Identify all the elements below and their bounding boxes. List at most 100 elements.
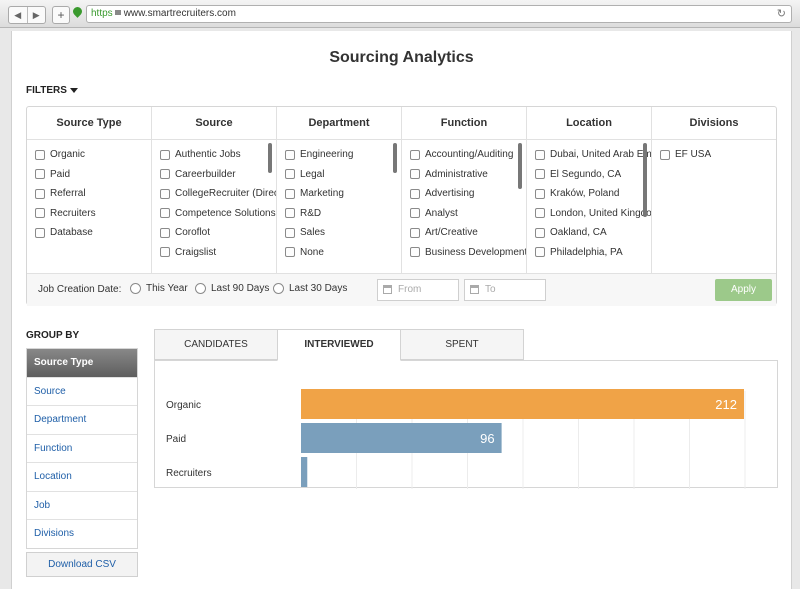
tab-spent[interactable]: SPENT: [400, 329, 524, 360]
column-scrollbar[interactable]: [518, 143, 522, 189]
checkbox[interactable]: [410, 247, 420, 258]
column-scrollbar[interactable]: [268, 143, 272, 173]
radio-circle[interactable]: [273, 283, 284, 294]
filter-option[interactable]: Legal: [277, 165, 401, 185]
checkbox[interactable]: [285, 247, 295, 258]
checkbox[interactable]: [535, 188, 545, 199]
group-by-item[interactable]: Job: [27, 490, 137, 519]
filter-option[interactable]: EF USA: [652, 145, 776, 165]
filter-option[interactable]: Recruiters: [27, 204, 151, 224]
filter-option[interactable]: Craigslist: [152, 243, 276, 263]
filter-option[interactable]: Coroflot: [152, 223, 276, 243]
bar[interactable]: [301, 423, 502, 453]
filter-option[interactable]: Marketing: [277, 184, 401, 204]
checkbox[interactable]: [35, 169, 45, 180]
checkbox[interactable]: [410, 188, 420, 199]
checkbox[interactable]: [660, 149, 670, 160]
filter-option[interactable]: Accounting/Auditing: [402, 145, 526, 165]
column-scrollbar[interactable]: [643, 143, 647, 217]
group-by-item[interactable]: Function: [27, 433, 137, 462]
filter-option[interactable]: London, United Kingdo: [527, 204, 651, 224]
filter-option[interactable]: Business Development: [402, 243, 526, 263]
checkbox[interactable]: [535, 247, 545, 258]
checkbox[interactable]: [35, 188, 45, 199]
checkbox[interactable]: [535, 227, 545, 238]
group-by-item[interactable]: Department: [27, 405, 137, 434]
data-label: 212: [715, 397, 737, 412]
checkbox[interactable]: [160, 247, 170, 258]
checkbox[interactable]: [35, 227, 45, 238]
back-icon[interactable]: ◀: [9, 7, 28, 23]
checkbox[interactable]: [160, 149, 170, 160]
radio-this-year[interactable]: This Year: [130, 283, 188, 294]
filter-option[interactable]: None: [277, 243, 401, 263]
column-scrollbar[interactable]: [393, 143, 397, 173]
checkbox[interactable]: [285, 188, 295, 199]
plus-icon[interactable]: +: [52, 6, 70, 24]
filter-option[interactable]: Authentic Jobs: [152, 145, 276, 165]
filter-option[interactable]: El Segundo, CA: [527, 165, 651, 185]
filter-option[interactable]: Referral: [27, 184, 151, 204]
date-filter-row: Job Creation Date: This Year Last 90 Day…: [27, 273, 776, 306]
filter-option[interactable]: CollegeRecruiter (Direc: [152, 184, 276, 204]
radio-circle[interactable]: [130, 283, 141, 294]
tab-candidates[interactable]: CANDIDATES: [154, 329, 278, 360]
filter-option[interactable]: Careerbuilder: [152, 165, 276, 185]
filter-option[interactable]: Administrative: [402, 165, 526, 185]
radio-last-30-days[interactable]: Last 30 Days: [273, 283, 347, 294]
filter-option[interactable]: Art/Creative: [402, 223, 526, 243]
filter-option[interactable]: R&D: [277, 204, 401, 224]
filter-option[interactable]: Kraków, Poland: [527, 184, 651, 204]
filter-option[interactable]: Advertising: [402, 184, 526, 204]
filter-option[interactable]: Paid: [27, 165, 151, 185]
checkbox[interactable]: [160, 227, 170, 238]
reload-icon[interactable]: ↻: [776, 8, 786, 20]
filter-option[interactable]: Database: [27, 223, 151, 243]
checkbox[interactable]: [35, 208, 45, 219]
checkbox[interactable]: [410, 227, 420, 238]
checkbox[interactable]: [410, 169, 420, 180]
bar[interactable]: [301, 389, 744, 419]
group-by-item[interactable]: Source: [27, 376, 137, 405]
checkbox[interactable]: [410, 208, 420, 219]
forward-icon[interactable]: ▶: [32, 10, 40, 20]
checkbox[interactable]: [35, 149, 45, 160]
checkbox[interactable]: [535, 149, 545, 160]
tab-interviewed[interactable]: INTERVIEWED: [277, 329, 401, 361]
filters-toggle[interactable]: FILTERS: [26, 85, 78, 96]
filter-option[interactable]: Organic: [27, 145, 151, 165]
filter-column-header: Department: [277, 107, 401, 140]
from-date-input[interactable]: From: [377, 279, 459, 301]
address-bar[interactable]: https www.smartrecruiters.com ↻: [86, 5, 792, 23]
filter-option[interactable]: Sales: [277, 223, 401, 243]
checkbox[interactable]: [160, 169, 170, 180]
group-by-item[interactable]: Location: [27, 462, 137, 491]
checkbox[interactable]: [160, 208, 170, 219]
download-csv-button[interactable]: Download CSV: [26, 552, 138, 577]
checkbox[interactable]: [535, 169, 545, 180]
filter-option-label: Advertising: [425, 188, 475, 200]
bar[interactable]: [301, 457, 308, 487]
checkbox[interactable]: [535, 208, 545, 219]
filter-option[interactable]: Oakland, CA: [527, 223, 651, 243]
apply-button[interactable]: Apply: [715, 279, 772, 301]
filter-option[interactable]: Philadelphia, PA: [527, 243, 651, 263]
checkbox[interactable]: [285, 208, 295, 219]
filter-option[interactable]: Engineering: [277, 145, 401, 165]
radio-circle[interactable]: [195, 283, 206, 294]
filter-option[interactable]: Competence Solutions: [152, 204, 276, 224]
filter-column-header: Location: [527, 107, 651, 140]
checkbox[interactable]: [410, 149, 420, 160]
checkbox[interactable]: [285, 169, 295, 180]
caret-down-icon: [69, 87, 78, 93]
filter-option-label: Referral: [50, 188, 86, 200]
filter-option[interactable]: Dubai, United Arab Em: [527, 145, 651, 165]
group-by-item[interactable]: Source Type: [27, 349, 137, 377]
group-by-item[interactable]: Divisions: [27, 519, 137, 548]
radio-last-90-days[interactable]: Last 90 Days: [195, 283, 269, 294]
checkbox[interactable]: [285, 227, 295, 238]
to-date-input[interactable]: To: [464, 279, 546, 301]
checkbox[interactable]: [160, 188, 170, 199]
checkbox[interactable]: [285, 149, 295, 160]
filter-option[interactable]: Analyst: [402, 204, 526, 224]
